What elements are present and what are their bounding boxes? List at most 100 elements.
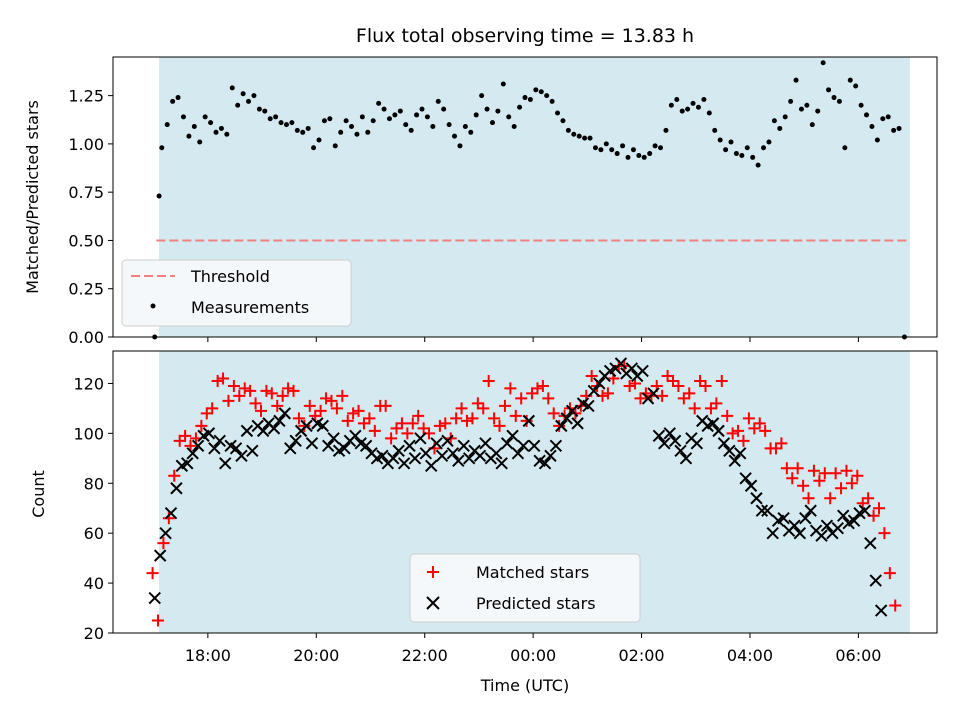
predicted-star-point bbox=[804, 504, 817, 517]
matched-star-point bbox=[683, 387, 696, 400]
predicted-star-point bbox=[511, 447, 525, 460]
predicted-star-point bbox=[300, 419, 313, 433]
measurement-point bbox=[338, 129, 344, 135]
measurement-point bbox=[392, 112, 398, 118]
predicted-star-point bbox=[528, 439, 541, 453]
measurement-point bbox=[305, 125, 311, 131]
y-tick-label: 0.25 bbox=[68, 280, 104, 299]
measurement-point bbox=[560, 118, 566, 124]
predicted-star-point bbox=[517, 439, 530, 453]
x-tick-label: 18:00 bbox=[185, 646, 231, 665]
predicted-star-point bbox=[874, 604, 888, 617]
measurement-point bbox=[446, 122, 452, 128]
measurement-point bbox=[256, 106, 262, 112]
measurement-point bbox=[202, 114, 208, 120]
measurement-point bbox=[156, 193, 162, 199]
matched-star-point bbox=[368, 424, 381, 437]
predicted-star-point bbox=[490, 447, 503, 460]
measurement-point bbox=[712, 127, 718, 133]
matched-star-point bbox=[520, 414, 533, 427]
predicted-star-point bbox=[414, 432, 427, 445]
measurement-point bbox=[180, 114, 186, 120]
matched-star-point bbox=[726, 427, 739, 440]
measurement-point bbox=[847, 77, 853, 83]
measurement-point bbox=[658, 145, 664, 151]
matched-star-point bbox=[303, 399, 316, 412]
legend-predicted-label: Predicted stars bbox=[476, 594, 596, 613]
measurement-point bbox=[452, 133, 458, 139]
predicted-star-point bbox=[668, 434, 682, 448]
measurement-point bbox=[468, 129, 474, 135]
measurement-point bbox=[522, 95, 528, 101]
predicted-star-point bbox=[495, 457, 508, 470]
measurement-point bbox=[316, 137, 322, 143]
bottom-y-axis-label: Count bbox=[29, 470, 48, 518]
top-y-ticks: 0.00 0.25 0.50 0.75 1.00 1.25 bbox=[68, 87, 113, 347]
predicted-star-point bbox=[766, 526, 779, 540]
matched-star-point bbox=[542, 392, 555, 405]
matched-star-point bbox=[753, 417, 766, 430]
predicted-star-point bbox=[858, 504, 872, 517]
predicted-star-point bbox=[159, 526, 172, 540]
measurement-point bbox=[408, 127, 414, 133]
predicted-star-point bbox=[202, 427, 216, 440]
measurement-point bbox=[191, 124, 197, 130]
measurement-point bbox=[598, 147, 604, 153]
matched-star-point bbox=[151, 614, 164, 627]
bottom-legend-box bbox=[409, 553, 641, 623]
predicted-star-point bbox=[593, 377, 606, 390]
matched-star-point bbox=[260, 384, 273, 397]
predicted-star-point bbox=[647, 387, 660, 400]
measurement-point bbox=[457, 143, 463, 149]
matched-star-point bbox=[601, 387, 614, 400]
matched-star-point bbox=[813, 474, 826, 487]
matched-star-point bbox=[699, 379, 712, 392]
measurement-point bbox=[679, 108, 685, 114]
matched-star-point bbox=[872, 502, 885, 515]
measurement-point bbox=[836, 98, 842, 104]
measurement-point bbox=[652, 143, 658, 149]
measurement-point bbox=[343, 118, 349, 124]
measurement-point bbox=[891, 127, 897, 133]
predicted-star-point bbox=[284, 442, 297, 455]
measurement-point bbox=[170, 98, 176, 104]
measurement-point bbox=[517, 104, 523, 110]
measurement-points bbox=[152, 60, 907, 340]
matched-star-point bbox=[395, 417, 408, 430]
measurement-point bbox=[630, 147, 636, 153]
predicted-star-point bbox=[403, 439, 416, 453]
matched-star-point bbox=[271, 399, 284, 412]
matched-star-point bbox=[195, 419, 208, 432]
matched-star-point bbox=[536, 379, 549, 392]
matched-star-point bbox=[786, 472, 799, 485]
measurement-point bbox=[755, 162, 761, 168]
measurement-point bbox=[349, 124, 355, 130]
predicted-star-point bbox=[208, 442, 221, 455]
predicted-star-point bbox=[750, 492, 763, 505]
measurement-point bbox=[674, 96, 680, 102]
measurement-point bbox=[164, 122, 170, 128]
predicted-star-point bbox=[734, 447, 747, 460]
chart-title: Flux total observing time = 13.83 h bbox=[356, 25, 694, 47]
measurement-point bbox=[159, 145, 165, 151]
predicted-star-point bbox=[706, 417, 720, 430]
matched-star-point bbox=[406, 417, 419, 430]
predicted-star-point bbox=[723, 444, 736, 458]
predicted-star-point bbox=[560, 412, 573, 425]
predicted-star-point bbox=[500, 437, 514, 450]
measurement-point bbox=[798, 106, 804, 112]
measurement-point bbox=[880, 116, 886, 122]
predicted-star-point bbox=[278, 407, 292, 420]
measurement-point bbox=[820, 60, 826, 66]
predicted-star-point bbox=[587, 384, 601, 398]
measurement-point bbox=[717, 137, 723, 143]
measurement-point bbox=[690, 100, 696, 106]
x-tick-label: 20:00 bbox=[293, 646, 339, 665]
matched-star-point bbox=[168, 469, 181, 482]
matched-star-point bbox=[298, 419, 311, 432]
y-tick-label: 80 bbox=[84, 474, 104, 493]
measurement-point bbox=[430, 124, 436, 130]
matched-star-point bbox=[385, 432, 398, 445]
matched-star-point bbox=[179, 429, 192, 442]
measurement-point bbox=[549, 98, 555, 104]
